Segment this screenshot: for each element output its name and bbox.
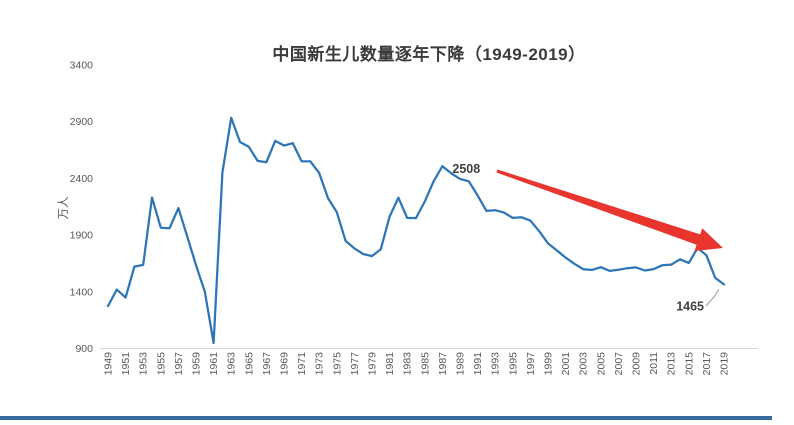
x-tick-label: 1963 xyxy=(226,352,238,376)
x-tick-label: 2005 xyxy=(595,352,607,376)
y-tick-label: 900 xyxy=(75,343,93,355)
x-tick-label: 1949 xyxy=(103,352,115,376)
y-tick-label: 1900 xyxy=(70,230,94,242)
y-tick-label: 2900 xyxy=(70,116,94,128)
x-tick-label: 2013 xyxy=(666,352,678,376)
x-tick-label: 2001 xyxy=(560,352,572,376)
x-tick-label: 2015 xyxy=(683,352,695,376)
downward-trend-arrow xyxy=(496,169,723,251)
x-tick-label: 2003 xyxy=(578,352,590,376)
x-tick-label: 1959 xyxy=(191,352,203,376)
annotation-1465: 1465 xyxy=(676,289,720,313)
x-tick-label: 2019 xyxy=(719,352,731,376)
data-label: 1465 xyxy=(676,299,704,313)
x-tick-label: 1983 xyxy=(402,352,414,376)
data-label: 2508 xyxy=(452,162,480,176)
birth-count-line xyxy=(106,116,726,345)
chart-title: 中国新生儿数量逐年下降（1949-2019） xyxy=(272,45,586,64)
x-tick-label: 1979 xyxy=(367,352,379,376)
x-tick-label: 1987 xyxy=(437,352,449,376)
x-tick-label: 1991 xyxy=(472,352,484,376)
x-tick-label: 1981 xyxy=(384,352,396,376)
x-tick-label: 1975 xyxy=(331,352,343,376)
x-tick-label: 1977 xyxy=(349,352,361,376)
x-tick-label: 1953 xyxy=(138,352,150,376)
y-axis-ticks: 900 1400 1900 2400 2900 3400 xyxy=(70,60,94,356)
x-tick-label: 2007 xyxy=(613,352,625,376)
x-tick-label: 1985 xyxy=(419,352,431,376)
x-tick-label: 1971 xyxy=(296,352,308,376)
x-tick-label: 1961 xyxy=(208,352,220,376)
x-tick-label: 1999 xyxy=(543,352,555,376)
x-tick-label: 2017 xyxy=(701,352,713,376)
x-tick-label: 1973 xyxy=(314,352,326,376)
y-tick-label: 1400 xyxy=(70,286,94,298)
x-tick-label: 1951 xyxy=(120,352,132,376)
x-tick-label: 1955 xyxy=(155,352,167,376)
x-tick-label: 1993 xyxy=(490,352,502,376)
x-axis-ticks: 1949 1951 1953 1955 1957 1959 1961 1963 1965 1967… xyxy=(103,352,731,376)
x-tick-label: 2011 xyxy=(648,352,660,375)
x-tick-label: 1989 xyxy=(455,352,467,376)
x-tick-label: 1957 xyxy=(173,352,185,376)
annotation-2508: 2508 xyxy=(452,162,480,176)
x-tick-label: 1967 xyxy=(261,352,273,376)
label-leader-line xyxy=(705,289,720,307)
x-tick-label: 1997 xyxy=(525,352,537,376)
footer-accent-bar xyxy=(0,416,772,420)
y-tick-label: 3400 xyxy=(70,60,94,72)
y-axis-title: 万人 xyxy=(57,196,70,219)
x-tick-label: 1965 xyxy=(243,352,255,376)
x-tick-label: 1995 xyxy=(507,352,519,376)
x-tick-label: 1969 xyxy=(279,352,291,376)
y-tick-label: 2400 xyxy=(70,173,94,185)
x-tick-label: 2009 xyxy=(631,352,643,376)
